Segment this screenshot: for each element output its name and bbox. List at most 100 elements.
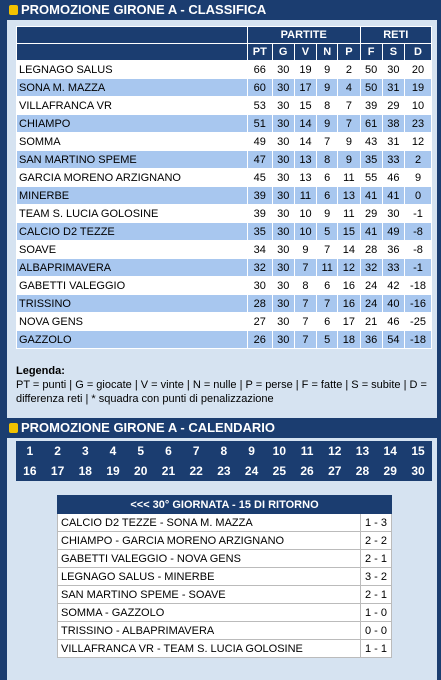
match-row: CHIAMPO - GARCIA MORENO ARZIGNANO 2 - 2	[57, 531, 392, 550]
stat-cell: 4	[337, 78, 361, 97]
stat-cell: 39	[247, 204, 273, 223]
round-link[interactable]: 12	[328, 444, 342, 458]
round-link[interactable]: 8	[220, 444, 228, 458]
stat-cell: -18	[404, 330, 432, 349]
round-link[interactable]: 25	[272, 464, 286, 478]
column-header: G	[271, 43, 295, 61]
stat-cell: -8	[404, 222, 432, 241]
blank-cell	[16, 43, 248, 61]
stat-cell: 47	[247, 150, 273, 169]
round-link[interactable]: 24	[244, 464, 259, 478]
stat-cell: 50	[359, 60, 383, 79]
stat-cell: 2	[337, 60, 361, 79]
stat-cell: 0	[404, 186, 432, 205]
team-cell: SONA M. MAZZA	[16, 78, 248, 97]
round-link[interactable]: 2	[54, 444, 61, 458]
round-link[interactable]: 20	[134, 464, 148, 478]
stat-cell: 35	[359, 150, 383, 169]
stat-cell: 33	[381, 258, 406, 277]
team-cell: ALBAPRIMAVERA	[16, 258, 248, 277]
team-cell: SOAVE	[16, 240, 248, 259]
stat-cell: 7	[337, 96, 361, 115]
round-link[interactable]: 22	[189, 464, 203, 478]
round-link[interactable]: 18	[78, 464, 92, 478]
round-link[interactable]: 28	[355, 464, 370, 478]
stat-cell: 42	[381, 276, 406, 295]
stat-cell: 9	[293, 240, 318, 259]
round-link[interactable]: 16	[23, 464, 37, 478]
stat-cell: 17	[293, 78, 318, 97]
stat-cell: 20	[404, 60, 432, 79]
rounds-grid: 1 2 3 4 5 6 7 8 9 10 11 12 13 14 15 16 17 18 19 20 21 22 23 24 2…	[16, 441, 432, 481]
round-link[interactable]: 14	[383, 444, 397, 458]
round-link[interactable]: 13	[355, 444, 370, 458]
round-link[interactable]: 15	[411, 444, 425, 458]
stat-cell: 30	[271, 132, 295, 151]
round-link[interactable]: 7	[192, 444, 200, 458]
round-link[interactable]: 10	[272, 444, 286, 458]
stat-cell: 6	[316, 312, 339, 331]
team-cell: SAN MARTINO SPEME	[16, 150, 248, 169]
stat-cell: 18	[337, 330, 361, 349]
round-link[interactable]: 19	[106, 464, 120, 478]
stat-cell: 41	[381, 186, 406, 205]
round-link[interactable]: 27	[328, 464, 342, 478]
stat-cell: 13	[293, 150, 318, 169]
stat-cell: 30	[271, 150, 295, 169]
stat-cell: 49	[381, 222, 406, 241]
stat-cell: 7	[293, 312, 318, 331]
score: 1 - 0	[360, 603, 392, 622]
round-link[interactable]: 5	[137, 444, 145, 458]
column-header: D	[404, 43, 432, 61]
legend-title: Legenda:	[16, 365, 65, 377]
stat-cell: 30	[381, 204, 406, 223]
stat-cell: 9	[316, 60, 339, 79]
score: 1 - 1	[360, 639, 392, 658]
team-cell: MINERBE	[16, 186, 248, 205]
round-link[interactable]: 11	[300, 444, 314, 458]
team-cell: SOMMA	[16, 132, 248, 151]
round-link[interactable]: 21	[161, 464, 176, 478]
match: VILLAFRANCA VR - TEAM S. LUCIA GOLOSINE	[57, 639, 361, 658]
round-link[interactable]: 23	[217, 464, 231, 478]
rounds-row: 16 17 18 19 20 21 22 23 24 25 26 27 28 29 30	[16, 461, 432, 481]
round-link[interactable]: 4	[109, 444, 117, 458]
team-cell: CALCIO D2 TEZZE	[16, 222, 248, 241]
stat-cell: -25	[404, 312, 432, 331]
stat-cell: 9	[316, 78, 339, 97]
stat-cell: 16	[337, 294, 361, 313]
stat-cell: 39	[247, 186, 273, 205]
stat-cell: 36	[381, 240, 406, 259]
score: 2 - 2	[360, 531, 392, 550]
stat-cell: 7	[293, 258, 318, 277]
round-link[interactable]: 6	[165, 444, 172, 458]
round-link[interactable]: 3	[81, 444, 89, 458]
team-row: SOMMA 49 30 14 7 9 43 31 12	[16, 132, 432, 151]
team-row: VILLAFRANCA VR 53 30 15 8 7 39 29 10	[16, 96, 432, 115]
stat-cell: 11	[337, 168, 361, 187]
column-header: S	[381, 43, 406, 61]
stat-cell: 29	[381, 96, 406, 115]
section-title: PROMOZIONE GIRONE A - CLASSIFICA	[21, 2, 267, 17]
round-link[interactable]: 26	[300, 464, 314, 478]
stat-cell: 40	[381, 294, 406, 313]
round-link[interactable]: 30	[411, 464, 425, 478]
stat-cell: -18	[404, 276, 432, 295]
stat-cell: 46	[381, 312, 406, 331]
round-link[interactable]: 1	[26, 444, 34, 458]
match-row: SOMMA - GAZZOLO 1 - 0	[57, 603, 392, 622]
icon	[9, 423, 18, 433]
stat-cell: 61	[359, 114, 383, 133]
match: TRISSINO - ALBAPRIMAVERA	[57, 621, 361, 640]
stat-cell: 51	[247, 114, 273, 133]
stat-cell: 50	[359, 78, 383, 97]
stat-cell: 27	[247, 312, 273, 331]
team-cell: TRISSINO	[16, 294, 248, 313]
blank-cell	[16, 26, 248, 44]
round-link[interactable]: 29	[383, 464, 397, 478]
stat-cell: 7	[316, 294, 339, 313]
round-link[interactable]: 9	[248, 444, 255, 458]
round-link[interactable]: 17	[50, 464, 65, 478]
stat-cell: -16	[404, 294, 432, 313]
stat-cell: 6	[316, 276, 339, 295]
